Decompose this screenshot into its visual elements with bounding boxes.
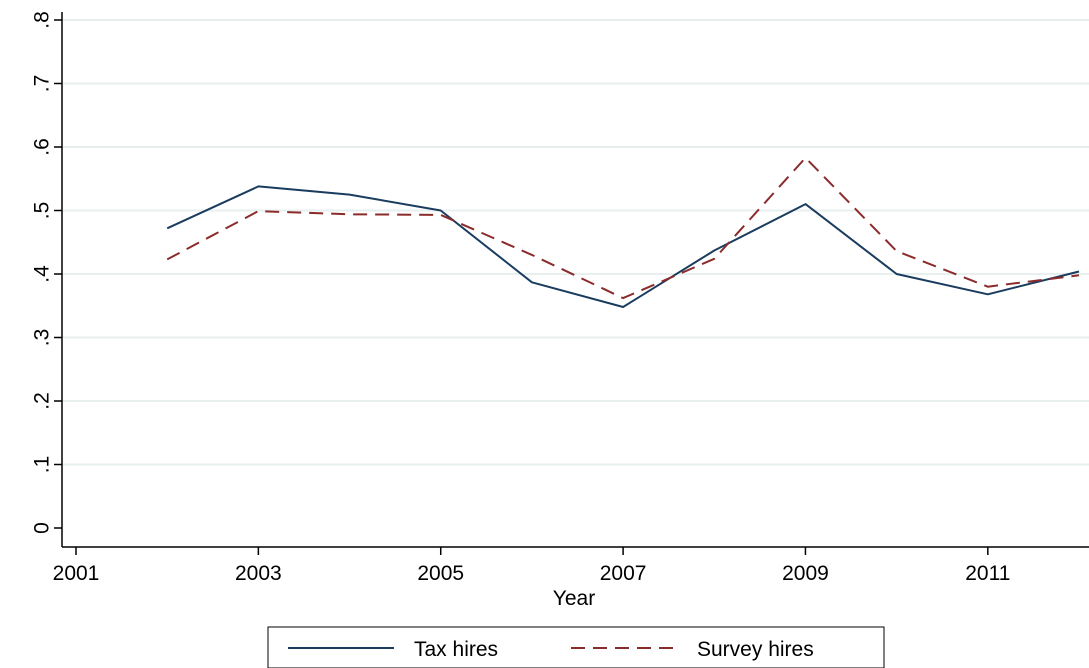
series-line-survey-hires xyxy=(166,156,1080,300)
x-tick-label: 2011 xyxy=(965,562,1010,585)
x-axis-title: Year xyxy=(553,587,595,610)
x-tick-label: 2005 xyxy=(417,562,464,585)
legend-label-survey-hires: Survey hires xyxy=(697,638,814,661)
series-lines xyxy=(166,156,1080,308)
y-tick-label: .4 xyxy=(31,265,54,283)
y-tick-label: .8 xyxy=(31,11,54,29)
y-tick-label: .1 xyxy=(31,456,54,474)
y-tick-label: .7 xyxy=(31,75,54,93)
legend: Tax hires Survey hires xyxy=(267,626,885,668)
legend-label-tax-hires: Tax hires xyxy=(414,638,498,661)
grid xyxy=(62,19,1089,466)
y-tick-label: .6 xyxy=(31,138,54,156)
x-tick-label: 2009 xyxy=(782,562,829,585)
series-line-tax-hires xyxy=(166,185,1080,308)
y-tick-label: .5 xyxy=(31,202,54,220)
y-tick-label: .3 xyxy=(31,329,54,347)
x-tick-label: 2003 xyxy=(235,562,282,585)
y-tick-label: 0 xyxy=(31,522,54,534)
axes: 0 .1 .2 .3 .4 .5 .6 .7 .8 2001 2003 2005 2007 2009 201… xyxy=(31,11,1089,585)
y-tick-label: .2 xyxy=(31,392,54,410)
x-tick-label: 2007 xyxy=(600,562,647,585)
x-tick-label: 2001 xyxy=(53,562,100,585)
